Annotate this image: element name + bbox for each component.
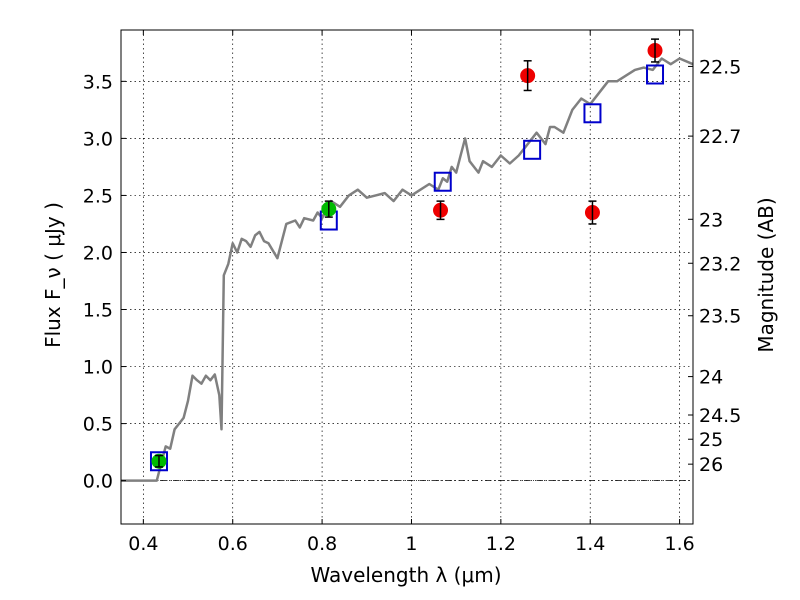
y2-tick-labels: 22.5 22.7 23 23.2 23.5 24 24.525 26: [699, 56, 741, 476]
axis-ticks: [121, 30, 693, 524]
y-tick-label: 2.0: [83, 242, 113, 264]
y2-tick-label: 26: [699, 454, 723, 476]
model-photometry-square: [646, 64, 665, 85]
y2-axis-label: Magnitude (AB): [754, 197, 778, 352]
model-spectrum: [121, 57, 694, 482]
y2-tick-label: 24.5: [699, 405, 741, 427]
model-photometry-square: [583, 103, 602, 124]
y-tick-label: 1.0: [83, 357, 113, 379]
y2-tick-label: 24: [699, 367, 723, 389]
x-tick-label: 1: [405, 533, 417, 555]
y-axis-label: Flux F_ν ( μJy ): [41, 202, 65, 348]
model-photometry-markers: [149, 64, 665, 472]
y-tick-label: 3.5: [83, 71, 113, 93]
y2-tick-label: 23.5: [699, 306, 741, 328]
x-tick-label: 1.2: [486, 533, 516, 555]
y2-tick-label: 23: [699, 209, 723, 231]
x-tick-label: 0.4: [128, 533, 158, 555]
y2-tick-label: 25: [699, 429, 723, 451]
y-tick-label: 2.5: [83, 185, 113, 207]
y2-tick-label: 22.5: [699, 56, 741, 78]
model-photometry-square: [149, 451, 168, 472]
x-axis-label: Wavelength λ (μm): [310, 563, 501, 587]
observed-photometry-markers: [151, 38, 663, 469]
x-tick-label: 0.8: [307, 533, 337, 555]
x-tick-label: 0.6: [218, 533, 248, 555]
x-tick-label: 1.6: [664, 533, 694, 555]
y-tick-label: 0.5: [83, 414, 113, 436]
x-tick-labels: 0.4 0.6 0.8 1 1.2 1.4 1.6: [128, 533, 694, 555]
y2-tick-label: 23.2: [699, 253, 741, 275]
model-photometry-square: [433, 171, 452, 192]
y-tick-labels: 0.0 0.5 1.0 1.5 2.0 2.5 3.0 3.5: [83, 71, 113, 492]
y-tick-label: 0.0: [83, 471, 113, 493]
spectrum-line: [121, 57, 694, 482]
x-tick-label: 1.4: [575, 533, 605, 555]
y2-tick-label: 22.7: [699, 126, 741, 148]
y-tick-label: 3.0: [83, 128, 113, 150]
y-tick-label: 1.5: [83, 300, 113, 322]
model-photometry-square: [523, 139, 542, 160]
plot-frame: [120, 29, 694, 525]
grid-lines: [121, 30, 693, 524]
